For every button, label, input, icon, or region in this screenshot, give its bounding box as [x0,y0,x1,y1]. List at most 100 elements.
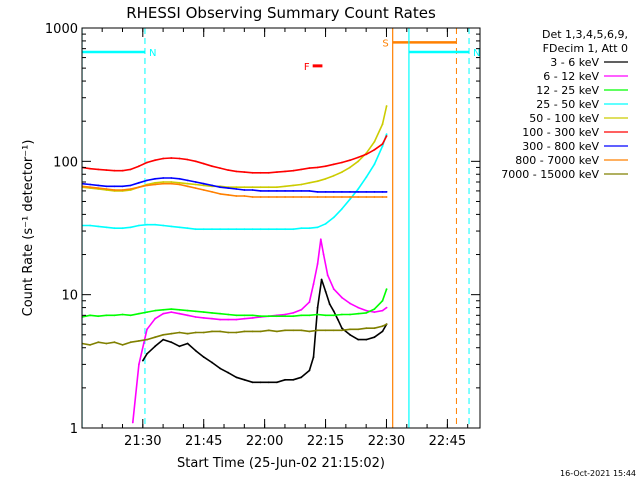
data-point-300-800-kev [300,190,303,192]
data-point-3-6-kev [186,342,189,345]
data-point-100-300-kev [243,171,246,174]
data-point-50-100-kev [332,174,335,177]
data-point-50-100-kev [178,181,181,184]
series-line-3-6-kev [142,278,388,384]
data-point-12-25-kev [146,311,148,313]
data-point-25-50-kev [186,227,189,230]
data-point-7000-15000-kev [194,331,197,334]
data-point-3-6-kev [316,306,319,309]
data-point-6-12-kev [131,421,134,424]
data-point-300-800-kev [211,184,213,187]
data-point-12-25-kev [316,313,319,316]
data-point-12-25-kev [324,314,327,317]
data-point-800-7000-kev [267,196,270,198]
data-point-800-7000-kev [365,196,368,198]
data-point-50-100-kev [381,123,384,126]
data-point-12-25-kev [202,311,205,313]
data-point-50-100-kev [251,186,254,189]
data-point-25-50-kev [243,228,246,231]
data-point-800-7000-kev [162,182,165,185]
data-point-3-6-kev [300,376,303,379]
data-point-100-300-kev [129,168,132,171]
data-point-12-25-kev [308,314,311,317]
data-point-100-300-kev [211,165,213,168]
data-point-6-12-kev [322,253,325,256]
data-point-800-7000-kev [227,194,230,196]
data-point-50-100-kev [170,181,173,183]
data-point-12-25-kev [243,314,246,317]
data-point-300-800-kev [219,186,222,189]
data-point-25-50-kev [219,228,222,231]
data-point-7000-15000-kev [162,333,165,336]
data-point-3-6-kev [194,349,197,352]
data-point-50-100-kev [276,186,278,189]
data-point-3-6-kev [219,367,222,370]
data-point-7000-15000-kev [170,332,173,335]
data-point-3-6-kev [227,371,230,374]
data-point-800-7000-kev [170,182,173,185]
data-point-7000-15000-kev [300,329,303,332]
data-point-3-6-kev [243,378,246,381]
data-point-100-300-kev [113,169,116,172]
data-point-12-25-kev [162,308,165,311]
y-tick-label: 100 [53,155,78,170]
data-point-25-50-kev [162,224,165,227]
data-point-300-800-kev [202,182,205,185]
data-point-300-800-kev [365,191,368,193]
data-point-12-25-kev [219,312,222,315]
data-point-300-800-kev [162,177,165,179]
data-point-7000-15000-kev [146,338,148,341]
data-point-50-100-kev [202,184,205,187]
data-point-3-6-kev [142,359,144,362]
data-point-3-6-kev [381,330,384,333]
data-point-25-50-kev [308,227,311,230]
data-point-12-25-kev [154,309,157,312]
data-point-6-12-kev [211,317,213,320]
data-point-800-7000-kev [381,196,384,198]
legend-label-100-300-kev: 100 - 300 keV [522,126,599,139]
data-point-50-100-kev [308,181,311,184]
data-point-3-6-kev [332,310,335,313]
y-axis-label: Count Rate (s⁻¹ detector⁻¹) [21,140,36,317]
data-point-800-7000-kev [259,196,262,198]
data-point-800-7000-kev [178,183,181,186]
data-point-12-25-kev [105,314,108,317]
data-point-6-12-kev [308,301,311,303]
data-point-800-7000-kev [276,196,278,198]
data-point-7000-15000-kev [202,331,205,334]
data-point-300-800-kev [251,189,254,191]
data-point-3-6-kev [259,381,262,384]
data-point-12-25-kev [251,314,254,317]
data-point-300-800-kev [284,190,286,192]
data-point-100-300-kev [259,171,262,174]
data-point-300-800-kev [324,191,327,193]
data-point-12-25-kev [300,314,303,317]
data-point-100-300-kev [349,159,351,162]
data-point-7000-15000-kev [349,328,351,331]
data-point-100-300-kev [170,157,173,159]
data-point-25-50-kev [97,225,100,228]
legend-label-6-12-kev: 6 - 12 keV [543,70,599,83]
data-point-6-12-kev [178,312,181,315]
data-point-6-12-kev [341,296,343,299]
data-point-12-25-kev [284,315,286,318]
data-point-3-6-kev [211,361,213,364]
data-point-300-800-kev [154,177,157,180]
data-point-25-50-kev [324,222,327,225]
data-point-50-100-kev [324,177,327,180]
data-point-3-6-kev [320,278,323,281]
data-point-3-6-kev [312,356,315,358]
data-point-100-300-kev [341,161,343,164]
legend: Det 1,3,4,5,6,9,FDecim 1, Att 03 - 6 keV… [501,28,628,181]
data-point-300-800-kev [341,191,343,193]
y-axis: 1 10 100 1000 [45,22,480,437]
data-point-7000-15000-kev [235,331,238,334]
x-tick-label: 22:00 [246,434,283,449]
data-point-100-300-kev [219,167,222,170]
data-point-7000-15000-kev [251,330,254,333]
y-tick-label: 1000 [45,22,78,37]
data-point-100-300-kev [105,169,108,172]
data-point-300-800-kev [316,191,319,193]
data-point-25-50-kev [113,227,116,230]
data-point-3-6-kev [267,381,270,384]
